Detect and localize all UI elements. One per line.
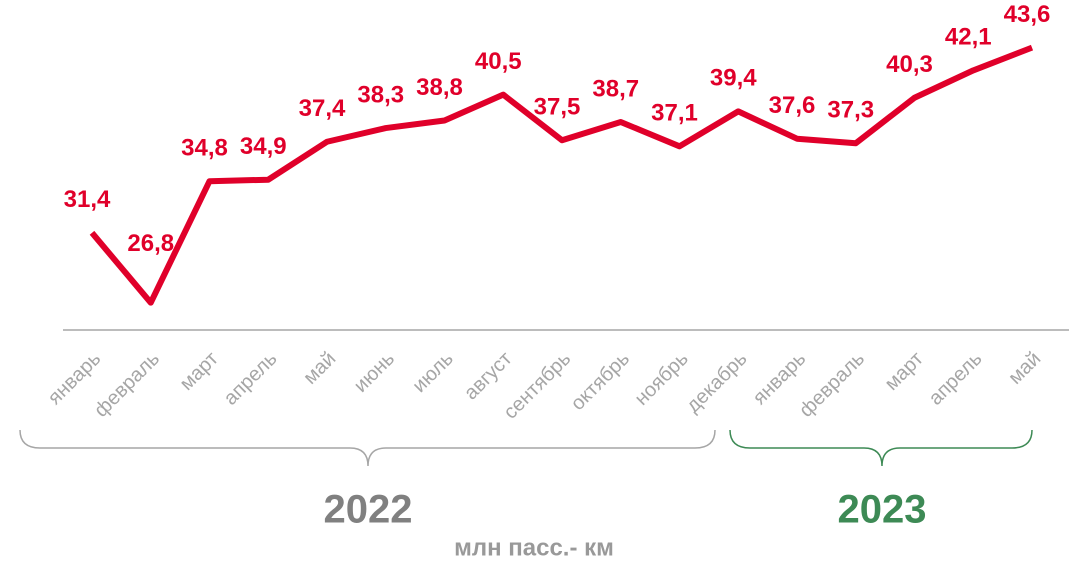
brace-2023 bbox=[729, 429, 1033, 467]
value-label: 38,3 bbox=[357, 81, 404, 108]
brace-2022 bbox=[19, 429, 716, 467]
value-label: 34,9 bbox=[240, 133, 287, 160]
value-label: 39,4 bbox=[710, 65, 757, 92]
value-label: 40,5 bbox=[475, 48, 522, 75]
x-axis-label: млн пасс.- км bbox=[454, 534, 614, 561]
group-label: 2022 bbox=[324, 488, 413, 532]
value-label: 37,3 bbox=[827, 97, 874, 124]
value-label: 37,4 bbox=[299, 95, 346, 122]
x-tick-label: июнь bbox=[350, 348, 399, 397]
x-tick-label: февраль bbox=[795, 348, 869, 422]
group-label: 2023 bbox=[838, 488, 927, 532]
x-tick-label: август bbox=[460, 348, 517, 405]
x-tick-label: декабрь bbox=[682, 348, 751, 417]
x-tick-label: июль bbox=[408, 348, 457, 397]
x-tick-label: март bbox=[176, 348, 223, 395]
value-label: 43,6 bbox=[1004, 1, 1051, 28]
x-tick-label: май bbox=[299, 348, 340, 389]
x-tick-label: март bbox=[881, 348, 928, 395]
value-label: 37,5 bbox=[534, 94, 581, 121]
value-label: 38,8 bbox=[416, 74, 463, 101]
x-tick-label: октябрь bbox=[567, 348, 634, 415]
value-label: 38,7 bbox=[592, 75, 639, 102]
value-label: 34,8 bbox=[181, 135, 228, 162]
value-label: 31,4 bbox=[64, 186, 111, 213]
value-label: 40,3 bbox=[886, 51, 933, 78]
value-label: 42,1 bbox=[945, 24, 992, 51]
value-label: 37,6 bbox=[769, 92, 816, 119]
x-tick-label: май bbox=[1004, 348, 1045, 389]
x-tick-label: апрель bbox=[925, 348, 987, 410]
line bbox=[89, 44, 1034, 306]
x-tick-label: февраль bbox=[90, 348, 164, 422]
value-label: 26,8 bbox=[127, 230, 174, 257]
value-label: 37,1 bbox=[651, 100, 698, 127]
x-tick-label: апрель bbox=[220, 348, 282, 410]
